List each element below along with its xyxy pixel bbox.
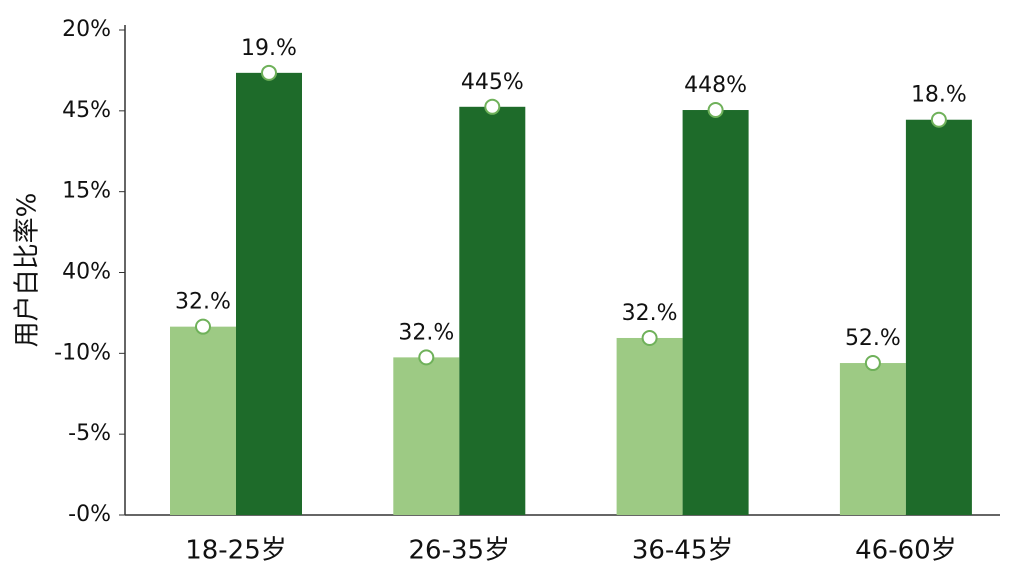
x-tick-label: 26-35岁 xyxy=(409,536,511,566)
value-label: 18.% xyxy=(911,83,967,108)
bar xyxy=(616,337,683,515)
y-tick-label: 20% xyxy=(62,17,111,42)
bar-marker xyxy=(641,329,658,346)
x-tick-label: 36-45岁 xyxy=(632,536,734,566)
bar-marker xyxy=(707,102,724,119)
y-tick-label: -10% xyxy=(54,340,111,365)
bar-marker xyxy=(484,98,501,115)
x-tick-label: 18-25岁 xyxy=(185,536,287,566)
y-tick-label: 40% xyxy=(62,260,111,285)
bar xyxy=(393,357,460,515)
value-label: 32.% xyxy=(175,290,231,315)
y-axis-label: 用户白比率% xyxy=(13,193,43,348)
bar-marker xyxy=(864,355,881,372)
bar-marker xyxy=(930,111,947,128)
y-tick-label: -5% xyxy=(68,421,111,446)
value-label: 19.% xyxy=(241,36,297,61)
y-tick-label: -0% xyxy=(68,502,111,527)
y-tick-label: 15% xyxy=(62,179,111,204)
value-label: 448% xyxy=(684,73,747,98)
value-label: 445% xyxy=(461,70,524,95)
bar xyxy=(236,72,302,515)
bar-marker xyxy=(418,349,435,366)
value-label: 52.% xyxy=(845,326,901,351)
bar xyxy=(839,363,906,515)
x-tick-label: 46-60岁 xyxy=(855,536,957,566)
bar xyxy=(682,110,749,516)
value-label: 32.% xyxy=(622,301,678,326)
value-label: 32.% xyxy=(398,320,454,345)
y-tick-label: 45% xyxy=(62,98,111,123)
bar xyxy=(170,326,236,515)
bar xyxy=(905,119,972,515)
bar-marker xyxy=(195,318,211,335)
bar-marker xyxy=(261,64,277,81)
bar xyxy=(459,106,526,516)
